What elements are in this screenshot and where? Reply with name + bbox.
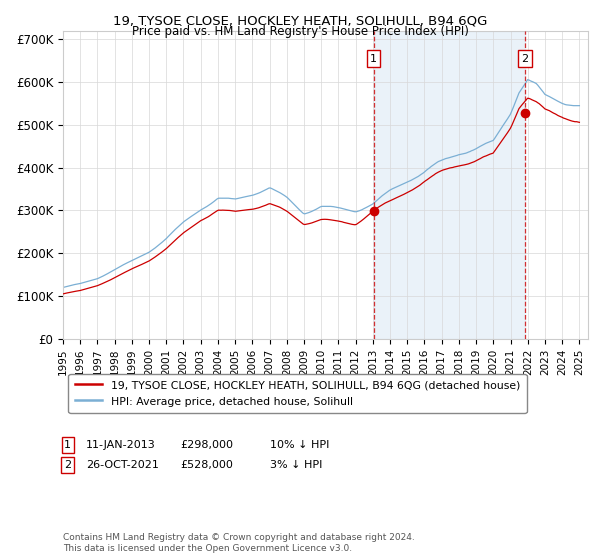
Text: £528,000: £528,000 xyxy=(180,460,233,470)
Legend: 19, TYSOE CLOSE, HOCKLEY HEATH, SOLIHULL, B94 6QG (detached house), HPI: Average: 19, TYSOE CLOSE, HOCKLEY HEATH, SOLIHULL… xyxy=(68,374,527,413)
Text: 1: 1 xyxy=(64,440,71,450)
Text: £298,000: £298,000 xyxy=(180,440,233,450)
Text: 26-OCT-2021: 26-OCT-2021 xyxy=(86,460,158,470)
Text: 11-JAN-2013: 11-JAN-2013 xyxy=(86,440,155,450)
Text: Contains HM Land Registry data © Crown copyright and database right 2024.
This d: Contains HM Land Registry data © Crown c… xyxy=(63,533,415,553)
Text: 3% ↓ HPI: 3% ↓ HPI xyxy=(270,460,322,470)
Text: 10% ↓ HPI: 10% ↓ HPI xyxy=(270,440,329,450)
Text: Price paid vs. HM Land Registry's House Price Index (HPI): Price paid vs. HM Land Registry's House … xyxy=(131,25,469,38)
Bar xyxy=(374,31,525,339)
Text: 1: 1 xyxy=(370,54,377,64)
Text: 2: 2 xyxy=(64,460,71,470)
Text: 19, TYSOE CLOSE, HOCKLEY HEATH, SOLIHULL, B94 6QG: 19, TYSOE CLOSE, HOCKLEY HEATH, SOLIHULL… xyxy=(113,15,487,27)
Text: 2: 2 xyxy=(521,54,529,64)
